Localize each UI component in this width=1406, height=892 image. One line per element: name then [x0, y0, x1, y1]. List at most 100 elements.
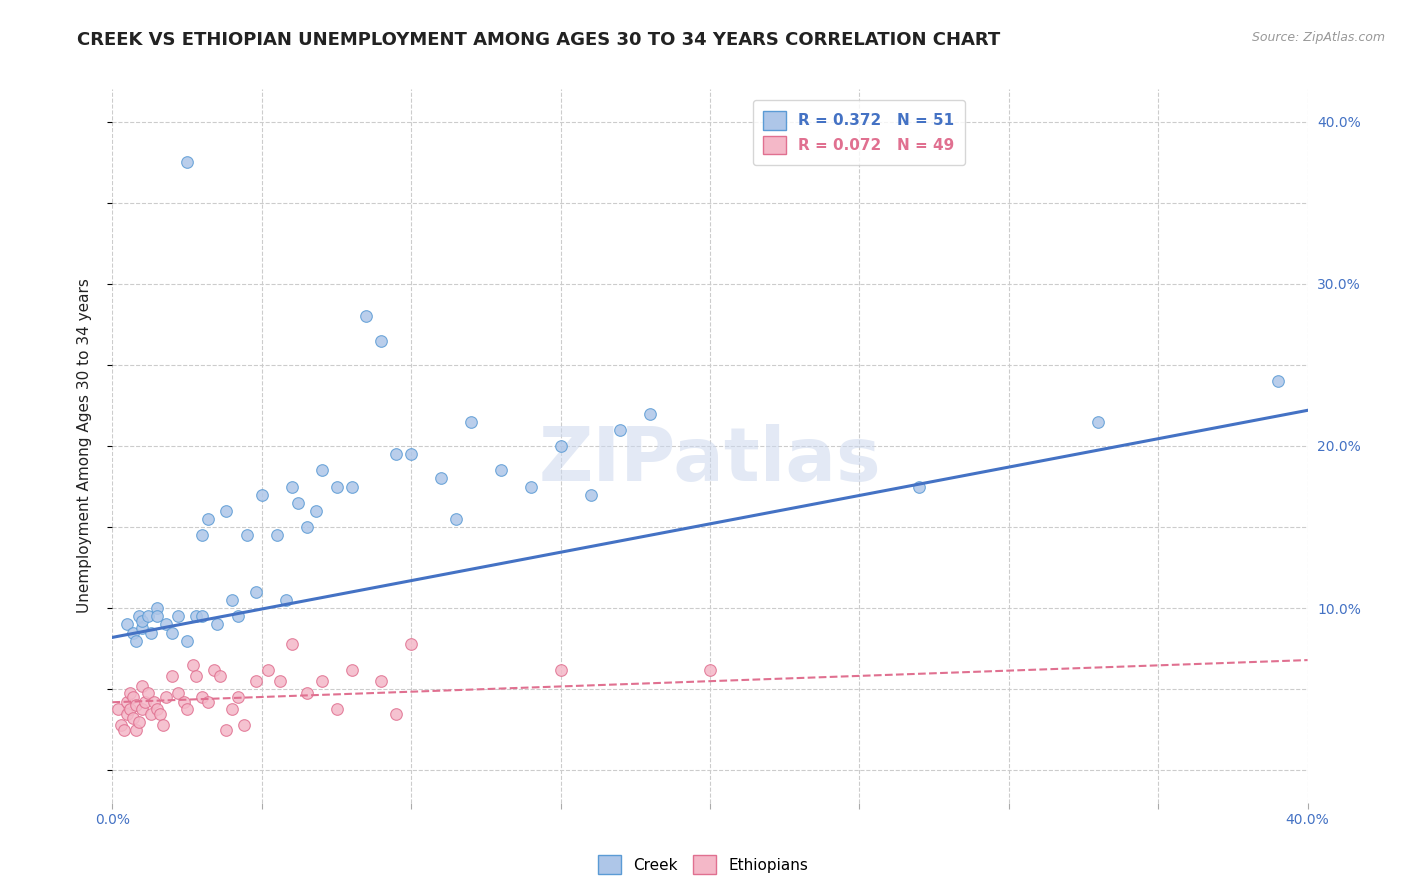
Point: [110, 718, 132, 732]
Point: [226, 690, 249, 705]
Point: [250, 488, 273, 502]
Point: [266, 528, 288, 542]
Point: [311, 463, 333, 477]
Point: [125, 723, 148, 737]
Point: [325, 702, 347, 716]
Point: [176, 633, 198, 648]
Point: [370, 674, 392, 689]
Point: [269, 674, 291, 689]
Point: [152, 718, 174, 732]
Point: [550, 439, 572, 453]
Point: [176, 155, 198, 169]
Point: [122, 625, 145, 640]
Point: [579, 488, 602, 502]
Point: [640, 407, 662, 421]
Point: [114, 723, 135, 737]
Point: [281, 637, 304, 651]
Point: [460, 415, 482, 429]
Point: [401, 447, 423, 461]
Point: [138, 609, 160, 624]
Point: [287, 496, 309, 510]
Point: [117, 706, 139, 721]
Point: [209, 669, 232, 683]
Point: [143, 695, 166, 709]
Point: [191, 609, 214, 624]
Point: [444, 512, 467, 526]
Point: [295, 520, 318, 534]
Point: [401, 637, 423, 651]
Point: [236, 528, 259, 542]
Point: [699, 663, 721, 677]
Point: [186, 669, 208, 683]
Point: [257, 663, 280, 677]
Point: [162, 625, 183, 640]
Point: [215, 504, 238, 518]
Point: [128, 609, 150, 624]
Point: [122, 690, 145, 705]
Point: [197, 512, 219, 526]
Point: [134, 695, 156, 709]
Point: [233, 718, 256, 732]
Point: [149, 706, 172, 721]
Point: [311, 674, 333, 689]
Point: [385, 706, 408, 721]
Point: [520, 479, 543, 493]
Point: [908, 479, 931, 493]
Point: [131, 702, 153, 716]
Point: [221, 593, 243, 607]
Point: [162, 669, 183, 683]
Point: [340, 663, 363, 677]
Point: [191, 690, 214, 705]
Point: [138, 685, 160, 699]
Point: [120, 702, 142, 716]
Point: [245, 674, 267, 689]
Text: ZIPatlas: ZIPatlas: [538, 424, 882, 497]
Point: [325, 479, 347, 493]
Point: [141, 625, 163, 640]
Point: [370, 334, 392, 348]
Point: [107, 702, 129, 716]
Point: [181, 657, 204, 672]
Point: [385, 447, 408, 461]
Text: CREEK VS ETHIOPIAN UNEMPLOYMENT AMONG AGES 30 TO 34 YEARS CORRELATION CHART: CREEK VS ETHIOPIAN UNEMPLOYMENT AMONG AG…: [77, 31, 1001, 49]
Point: [146, 702, 169, 716]
Point: [176, 702, 198, 716]
Point: [117, 695, 139, 709]
Point: [1267, 374, 1289, 388]
Point: [226, 609, 249, 624]
Point: [221, 702, 243, 716]
Point: [117, 617, 139, 632]
Point: [167, 685, 190, 699]
Point: [305, 504, 328, 518]
Point: [125, 633, 148, 648]
Point: [340, 479, 363, 493]
Point: [202, 663, 225, 677]
Point: [131, 614, 153, 628]
Point: [131, 679, 153, 693]
Legend: Creek, Ethiopians: Creek, Ethiopians: [592, 849, 814, 880]
Point: [281, 479, 304, 493]
Point: [274, 593, 297, 607]
Point: [186, 609, 208, 624]
Point: [430, 471, 453, 485]
Point: [1087, 415, 1109, 429]
Point: [155, 690, 177, 705]
Point: [125, 698, 148, 713]
Point: [128, 714, 150, 729]
Text: Source: ZipAtlas.com: Source: ZipAtlas.com: [1251, 31, 1385, 45]
Point: [295, 685, 318, 699]
Point: [120, 685, 142, 699]
Point: [167, 609, 190, 624]
Point: [141, 706, 163, 721]
Legend: R = 0.372   N = 51, R = 0.072   N = 49: R = 0.372 N = 51, R = 0.072 N = 49: [752, 101, 966, 165]
Point: [122, 711, 145, 725]
Y-axis label: Unemployment Among Ages 30 to 34 years: Unemployment Among Ages 30 to 34 years: [77, 278, 91, 614]
Point: [155, 617, 177, 632]
Point: [609, 423, 631, 437]
Point: [215, 723, 238, 737]
Point: [191, 528, 214, 542]
Point: [131, 621, 153, 635]
Point: [550, 663, 572, 677]
Point: [205, 617, 228, 632]
Point: [489, 463, 512, 477]
